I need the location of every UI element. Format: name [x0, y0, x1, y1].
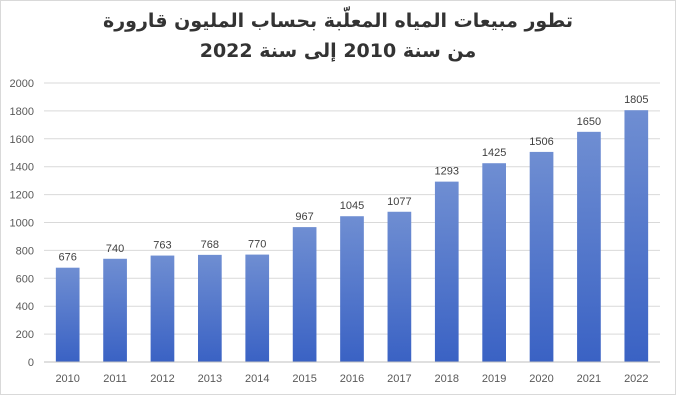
y-tick-label: 1200 [10, 190, 34, 202]
data-label-2021: 1650 [577, 116, 601, 128]
chart-title-line-2: من سنة 2010 إلى سنة 2022 [199, 40, 477, 62]
x-tick-label: 2018 [435, 373, 459, 385]
x-tick-label: 2011 [103, 373, 127, 385]
x-tick-label: 2022 [624, 373, 648, 385]
x-tick-label: 2020 [529, 373, 553, 385]
x-tick-label: 2012 [150, 373, 174, 385]
x-tick-label: 2016 [340, 373, 364, 385]
data-label-2022: 1805 [624, 94, 648, 106]
data-label-2014: 770 [248, 239, 266, 251]
bar-2020 [529, 151, 554, 362]
data-label-2011: 740 [106, 243, 124, 255]
data-label-2020: 1506 [529, 136, 553, 148]
bar-2011 [103, 258, 127, 362]
bar-2014 [245, 254, 270, 362]
bar-2017 [387, 211, 412, 362]
bars [55, 110, 649, 362]
y-tick-label: 1400 [10, 162, 34, 174]
x-axis: 2010 2011 2012 2013 2014 2015 2016 2017 2018 2019… [44, 361, 660, 385]
bar-2015 [292, 227, 317, 362]
data-label-2017: 1077 [387, 196, 411, 208]
y-tick-label: 200 [16, 329, 34, 341]
x-tick-label: 2019 [482, 373, 506, 385]
gridlines [44, 82, 660, 335]
bar-2012 [150, 255, 175, 362]
x-tick-label: 2014 [245, 373, 269, 385]
data-label-2012: 763 [153, 240, 171, 252]
y-tick-label: 600 [16, 273, 34, 285]
bar-2019 [482, 163, 506, 362]
x-tick-label: 2010 [55, 373, 79, 385]
x-tick-label: 2015 [292, 373, 316, 385]
x-tick-label: 2021 [577, 373, 601, 385]
x-tick-label: 2013 [198, 373, 222, 385]
bar-2010 [55, 267, 80, 362]
chart-title-line-1: تطور مبيعات المياه المعلّبة بحساب المليو… [103, 10, 573, 32]
data-label-2016: 1045 [340, 200, 364, 212]
data-label-2013: 768 [201, 239, 219, 251]
y-tick-label: 800 [16, 245, 34, 257]
bar-2016 [340, 216, 364, 362]
bar-2018 [434, 181, 459, 362]
y-tick-label: 400 [16, 301, 34, 313]
data-labels: 676 740 763 768 770 967 1045 1077 1293 1425 1506 16… [59, 94, 649, 263]
y-tick-label: 2000 [10, 78, 34, 90]
bar-2021 [577, 131, 601, 362]
x-tick-label: 2017 [387, 373, 411, 385]
data-label-2018: 1293 [435, 166, 459, 178]
y-tick-label: 1000 [10, 218, 34, 230]
y-tick-label: 1800 [10, 106, 34, 118]
bar-2013 [198, 254, 222, 362]
data-label-2010: 676 [59, 252, 77, 264]
y-tick-label: 0 [28, 357, 34, 369]
data-label-2019: 1425 [482, 147, 506, 159]
bar-2022 [624, 110, 649, 362]
y-tick-label: 1600 [10, 134, 34, 146]
y-axis: 0 200 400 600 800 1000 1200 1400 1600 1800 2000 [10, 78, 34, 369]
data-label-2015: 967 [295, 211, 313, 223]
